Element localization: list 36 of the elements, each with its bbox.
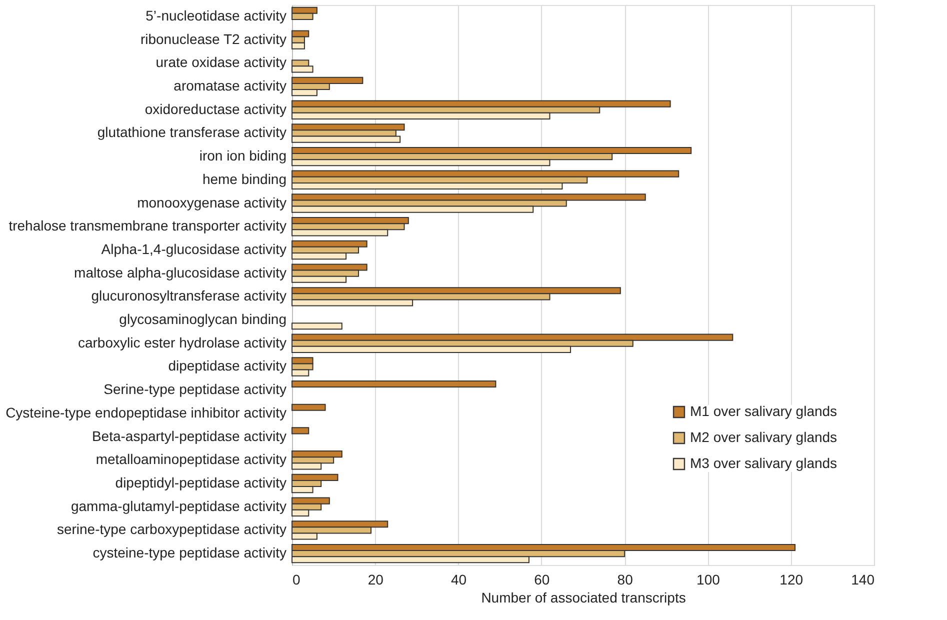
x-tick-label: 60	[534, 572, 550, 588]
y-tick-label: cysteine-type peptidase activity	[92, 544, 286, 561]
y-tick-label: gamma-glutamyl-peptidase activity	[70, 498, 286, 514]
y-tick-label: Alpha-1,4-glucosidase activity	[101, 240, 286, 257]
x-axis-title: Number of associated transcripts	[481, 590, 686, 606]
x-tick-label: 140	[851, 572, 875, 588]
x-tick-label: 120	[780, 572, 804, 588]
y-tick-label: glycosaminoglycan binding	[119, 311, 286, 328]
y-tick-label: Serine-type peptidase activity	[104, 381, 286, 398]
y-tick-label: heme binding	[202, 170, 286, 187]
legend-label: M2 over salivary glands	[690, 429, 838, 445]
y-tick-label: carboxylic ester hydrolase activity	[78, 334, 286, 350]
legend-label: M1 over salivary glands	[690, 403, 838, 419]
x-tick-label: 0	[292, 572, 300, 588]
y-tick-label: trehalose transmembrane transporter activity	[8, 218, 286, 234]
y-tick-label: iron ion biding	[199, 148, 286, 164]
y-tick-label: maltose alpha-glucosidase activity	[74, 264, 286, 280]
y-tick-label: urate oxidase activity	[156, 54, 286, 70]
y-tick-label: oxidoreductase activity	[144, 100, 286, 117]
x-tick-label: 80	[617, 572, 634, 588]
y-tick-label: dipeptidyl-peptidase activity	[115, 474, 286, 490]
y-tick-label: ribonuclease T2 activity	[140, 30, 286, 47]
y-tick-label: monooxygenase activity	[137, 194, 286, 210]
y-tick-label: metalloaminopeptidase activity	[96, 451, 286, 468]
y-tick-label: aromatase activity	[174, 78, 286, 94]
y-tick-label: glutathione transferase activity	[97, 124, 286, 140]
y-tick-label: Cysteine-type endopeptidase inhibitor activity	[6, 404, 286, 420]
x-tick-label: 100	[696, 572, 720, 588]
y-tick-label: Beta-aspartyl-peptidase activity	[92, 428, 286, 444]
y-tick-label: serine-type carboxypeptidase activity	[56, 521, 286, 538]
y-tick-label: glucuronosyltransferase activity	[91, 288, 286, 304]
x-tick-label: 20	[368, 572, 384, 588]
legend-label: M3 over salivary glands	[690, 455, 838, 471]
y-tick-label: dipeptidase activity	[168, 358, 286, 374]
y-tick-label: 5’-nucleotidase activity	[146, 7, 286, 24]
x-tick-label: 40	[450, 572, 467, 588]
